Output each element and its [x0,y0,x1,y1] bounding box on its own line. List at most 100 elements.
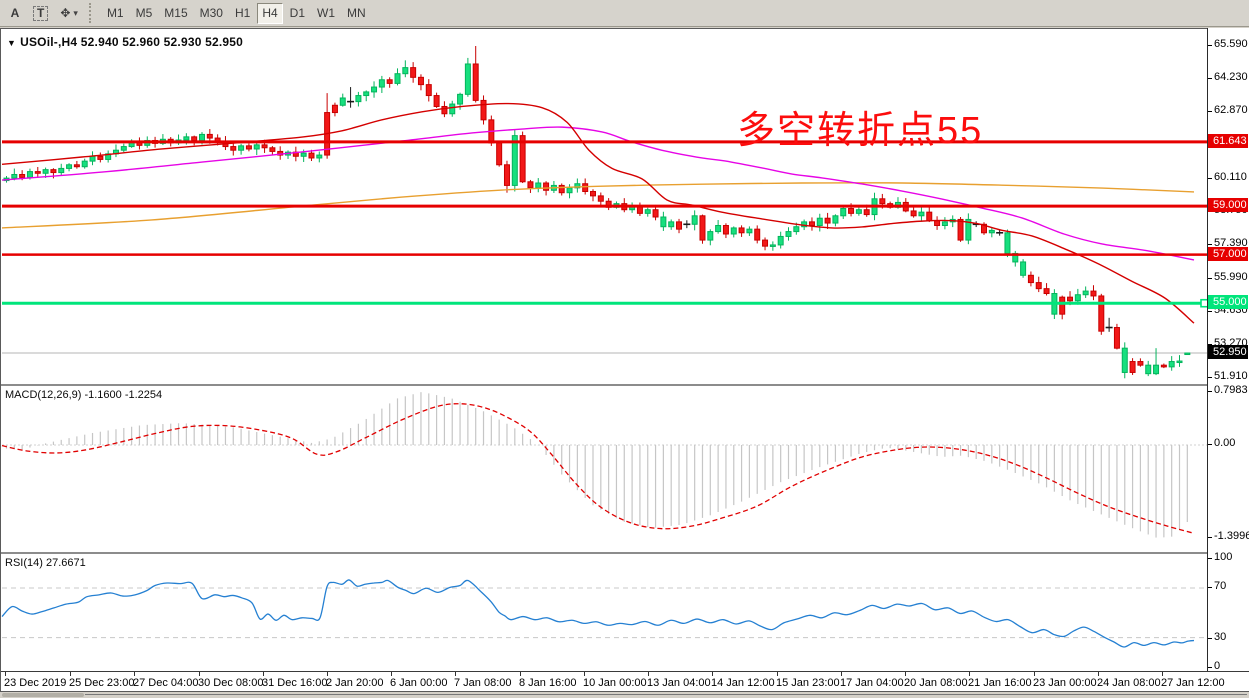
main-chart-pane[interactable] [1,30,1209,384]
price-axis: 65.59064.23062.87060.11058.75057.39055.9… [1208,28,1249,692]
arrows-button[interactable]: ✥ ▾ [55,3,83,24]
toolbar: A T ✥ ▾ M1 M5 M15 M30 H1 H4 D1 W1 MN [0,0,1249,27]
axis-tick-label: 30 [1214,631,1227,643]
axis-tick-label: 0 [1214,660,1221,672]
axis-tick [1208,537,1212,538]
time-tick [263,672,264,676]
axis-tick [1208,391,1212,392]
time-tick [712,672,713,676]
axis-tick-label: 100 [1214,551,1233,563]
time-tick-label: 24 Jan 08:00 [1097,677,1161,689]
timeframe-button-D1[interactable]: D1 [289,6,305,20]
timeframe-button-W1[interactable]: W1 [317,6,335,20]
axis-tick-label: 60.110 [1214,171,1247,183]
time-tick-label: 13 Jan 04:00 [647,677,711,689]
chart-title-text: USOil-,H4 52.940 52.960 52.930 52.950 [20,35,243,49]
ma-slow-orange [1,182,1195,229]
time-tick [584,672,585,676]
time-tick-label: 14 Jan 12:00 [711,677,775,689]
scrollbar-thumb[interactable] [2,693,84,697]
axis-tick-label: 0.00 [1214,437,1236,449]
price-axis-separator [1207,28,1208,692]
rsi-label: RSI(14) 27.6671 [5,557,86,569]
time-tick [5,672,6,676]
axis-tick [1208,244,1212,245]
symbol-dropdown-icon[interactable]: ▼ [7,38,17,48]
time-tick-label: 15 Jan 23:00 [776,677,840,689]
price-badge-57.000: 57.000 [1208,246,1248,261]
time-tick-label: 27 Dec 04:00 [133,677,199,689]
time-tick [520,672,521,676]
candles [3,46,1191,379]
axis-tick [1208,558,1212,559]
cursor-a-icon: A [10,6,20,20]
pane-splitter-2[interactable] [1,552,1249,554]
axis-tick [1208,587,1212,588]
ma-mid-magenta [1,126,1195,261]
axis-tick-label: -1.3996 [1214,530,1249,542]
macd-pane[interactable] [1,386,1209,552]
price-badge-55.000: 55.000 [1208,295,1248,310]
axis-tick-label: 51.910 [1214,370,1248,382]
timeframe-button-H4[interactable]: H4 [257,2,283,24]
time-tick [777,672,778,676]
timeframe-button-M1[interactable]: M1 [106,6,124,20]
timeframe-button-H1[interactable]: H1 [234,6,251,20]
time-tick [134,672,135,676]
axis-tick-label: 62.870 [1214,104,1248,116]
window-bottom-border [0,691,1249,692]
scrollbar-track[interactable] [85,694,1247,695]
axis-tick [1208,278,1212,279]
time-tick-label: 7 Jan 08:00 [454,677,512,689]
time-tick-label: 30 Dec 08:00 [198,677,264,689]
time-tick [905,672,906,676]
dropdown-caret-icon: ▾ [73,7,78,18]
axis-tick-label: 70 [1214,580,1227,592]
time-tick [1162,672,1163,676]
time-tick [455,672,456,676]
price-badge-59.000: 59.000 [1208,198,1248,213]
timeframe-button-M5[interactable]: M5 [135,6,153,20]
time-tick [1098,672,1099,676]
timeframe-button-MN[interactable]: MN [347,6,366,20]
time-tick-label: 23 Jan 00:00 [1033,677,1097,689]
time-tick [1034,672,1035,676]
time-tick-label: 31 Dec 16:00 [262,677,328,689]
axis-tick-label: 64.230 [1214,71,1248,83]
axis-tick [1208,178,1212,179]
axis-tick [1208,344,1212,345]
chart-window[interactable]: ▼ USOil-,H4 52.940 52.960 52.930 52.950 多… [0,28,1249,692]
axis-tick [1208,311,1212,312]
time-tick-label: 23 Dec 2019 [4,677,67,689]
axis-tick [1208,45,1212,46]
axis-tick [1208,377,1212,378]
current-price-badge: 52.950 [1208,345,1248,360]
axis-tick [1208,78,1212,79]
time-tick-label: 6 Jan 00:00 [390,677,448,689]
axis-tick-label: 0.7983 [1214,384,1248,396]
time-tick-label: 25 Dec 23:00 [69,677,135,689]
ma-fast-red [1,102,1195,324]
time-tick-label: 20 Jan 08:00 [904,677,968,689]
horizontal-scrollbar[interactable] [0,692,1249,698]
axis-tick [1208,444,1212,445]
price-badge-61.643: 61.643 [1208,133,1248,148]
text-label-button[interactable]: T [28,3,53,24]
time-tick [327,672,328,676]
timeframe-button-M30[interactable]: M30 [199,6,223,20]
time-tick [841,672,842,676]
time-tick-label: 10 Jan 00:00 [583,677,647,689]
time-tick [648,672,649,676]
timeframe-button-M15[interactable]: M15 [164,6,188,20]
rsi-pane[interactable] [1,554,1209,671]
time-tick [391,672,392,676]
axis-tick-label: 57.390 [1214,237,1248,249]
time-tick-label: 17 Jan 04:00 [840,677,904,689]
axis-tick [1208,667,1212,668]
annotation-text[interactable]: 多空转折点55 [737,110,984,152]
chart-title: ▼ USOil-,H4 52.940 52.960 52.930 52.950 [7,35,243,49]
pane-splitter[interactable] [1,384,1249,386]
cursor-a-button[interactable]: A [4,3,26,24]
macd-signal-line [1,403,1195,534]
axis-tick [1208,638,1212,639]
